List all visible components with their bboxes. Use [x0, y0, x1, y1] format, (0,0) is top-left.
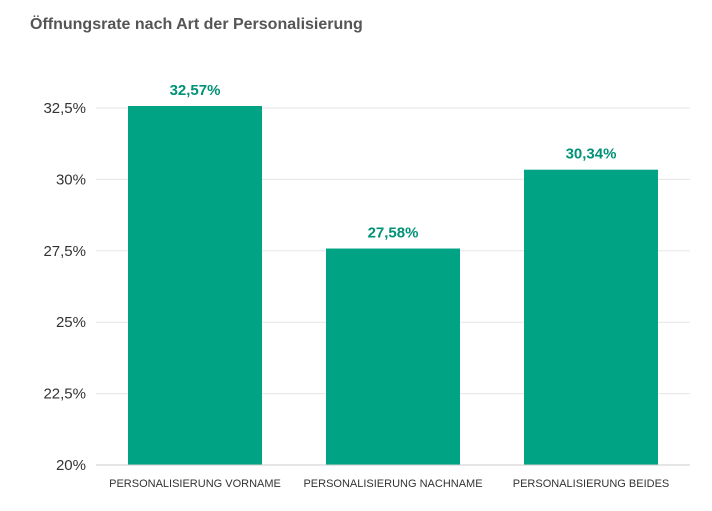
- axes: 20% 22,5% 25% 27,5% 30% 32,5% PERSONALISIERUNG…: [43, 100, 690, 490]
- y-tick-label: 30%: [56, 171, 86, 188]
- chart-title: Öffnungsrate nach Art der Personalisieru…: [30, 16, 363, 33]
- category-label: PERSONALISIERUNG BEIDES: [513, 478, 670, 490]
- data-label: 27,58%: [368, 225, 419, 242]
- y-tick-label: 25%: [56, 314, 86, 331]
- bar: [326, 248, 460, 465]
- bar: [524, 169, 658, 465]
- y-tick-label: 22,5%: [43, 386, 86, 403]
- bar: [128, 106, 262, 466]
- y-tick-label: 27,5%: [43, 243, 86, 260]
- category-label: PERSONALISIERUNG NACHNAME: [303, 478, 482, 490]
- category-label: PERSONALISIERUNG VORNAME: [109, 478, 281, 490]
- bars: 32,57% 27,58% 30,34%: [128, 82, 658, 466]
- y-tick-label: 20%: [56, 457, 86, 474]
- data-label: 30,34%: [566, 146, 617, 163]
- y-tick-label: 32,5%: [43, 100, 86, 117]
- data-label: 32,57%: [170, 82, 221, 99]
